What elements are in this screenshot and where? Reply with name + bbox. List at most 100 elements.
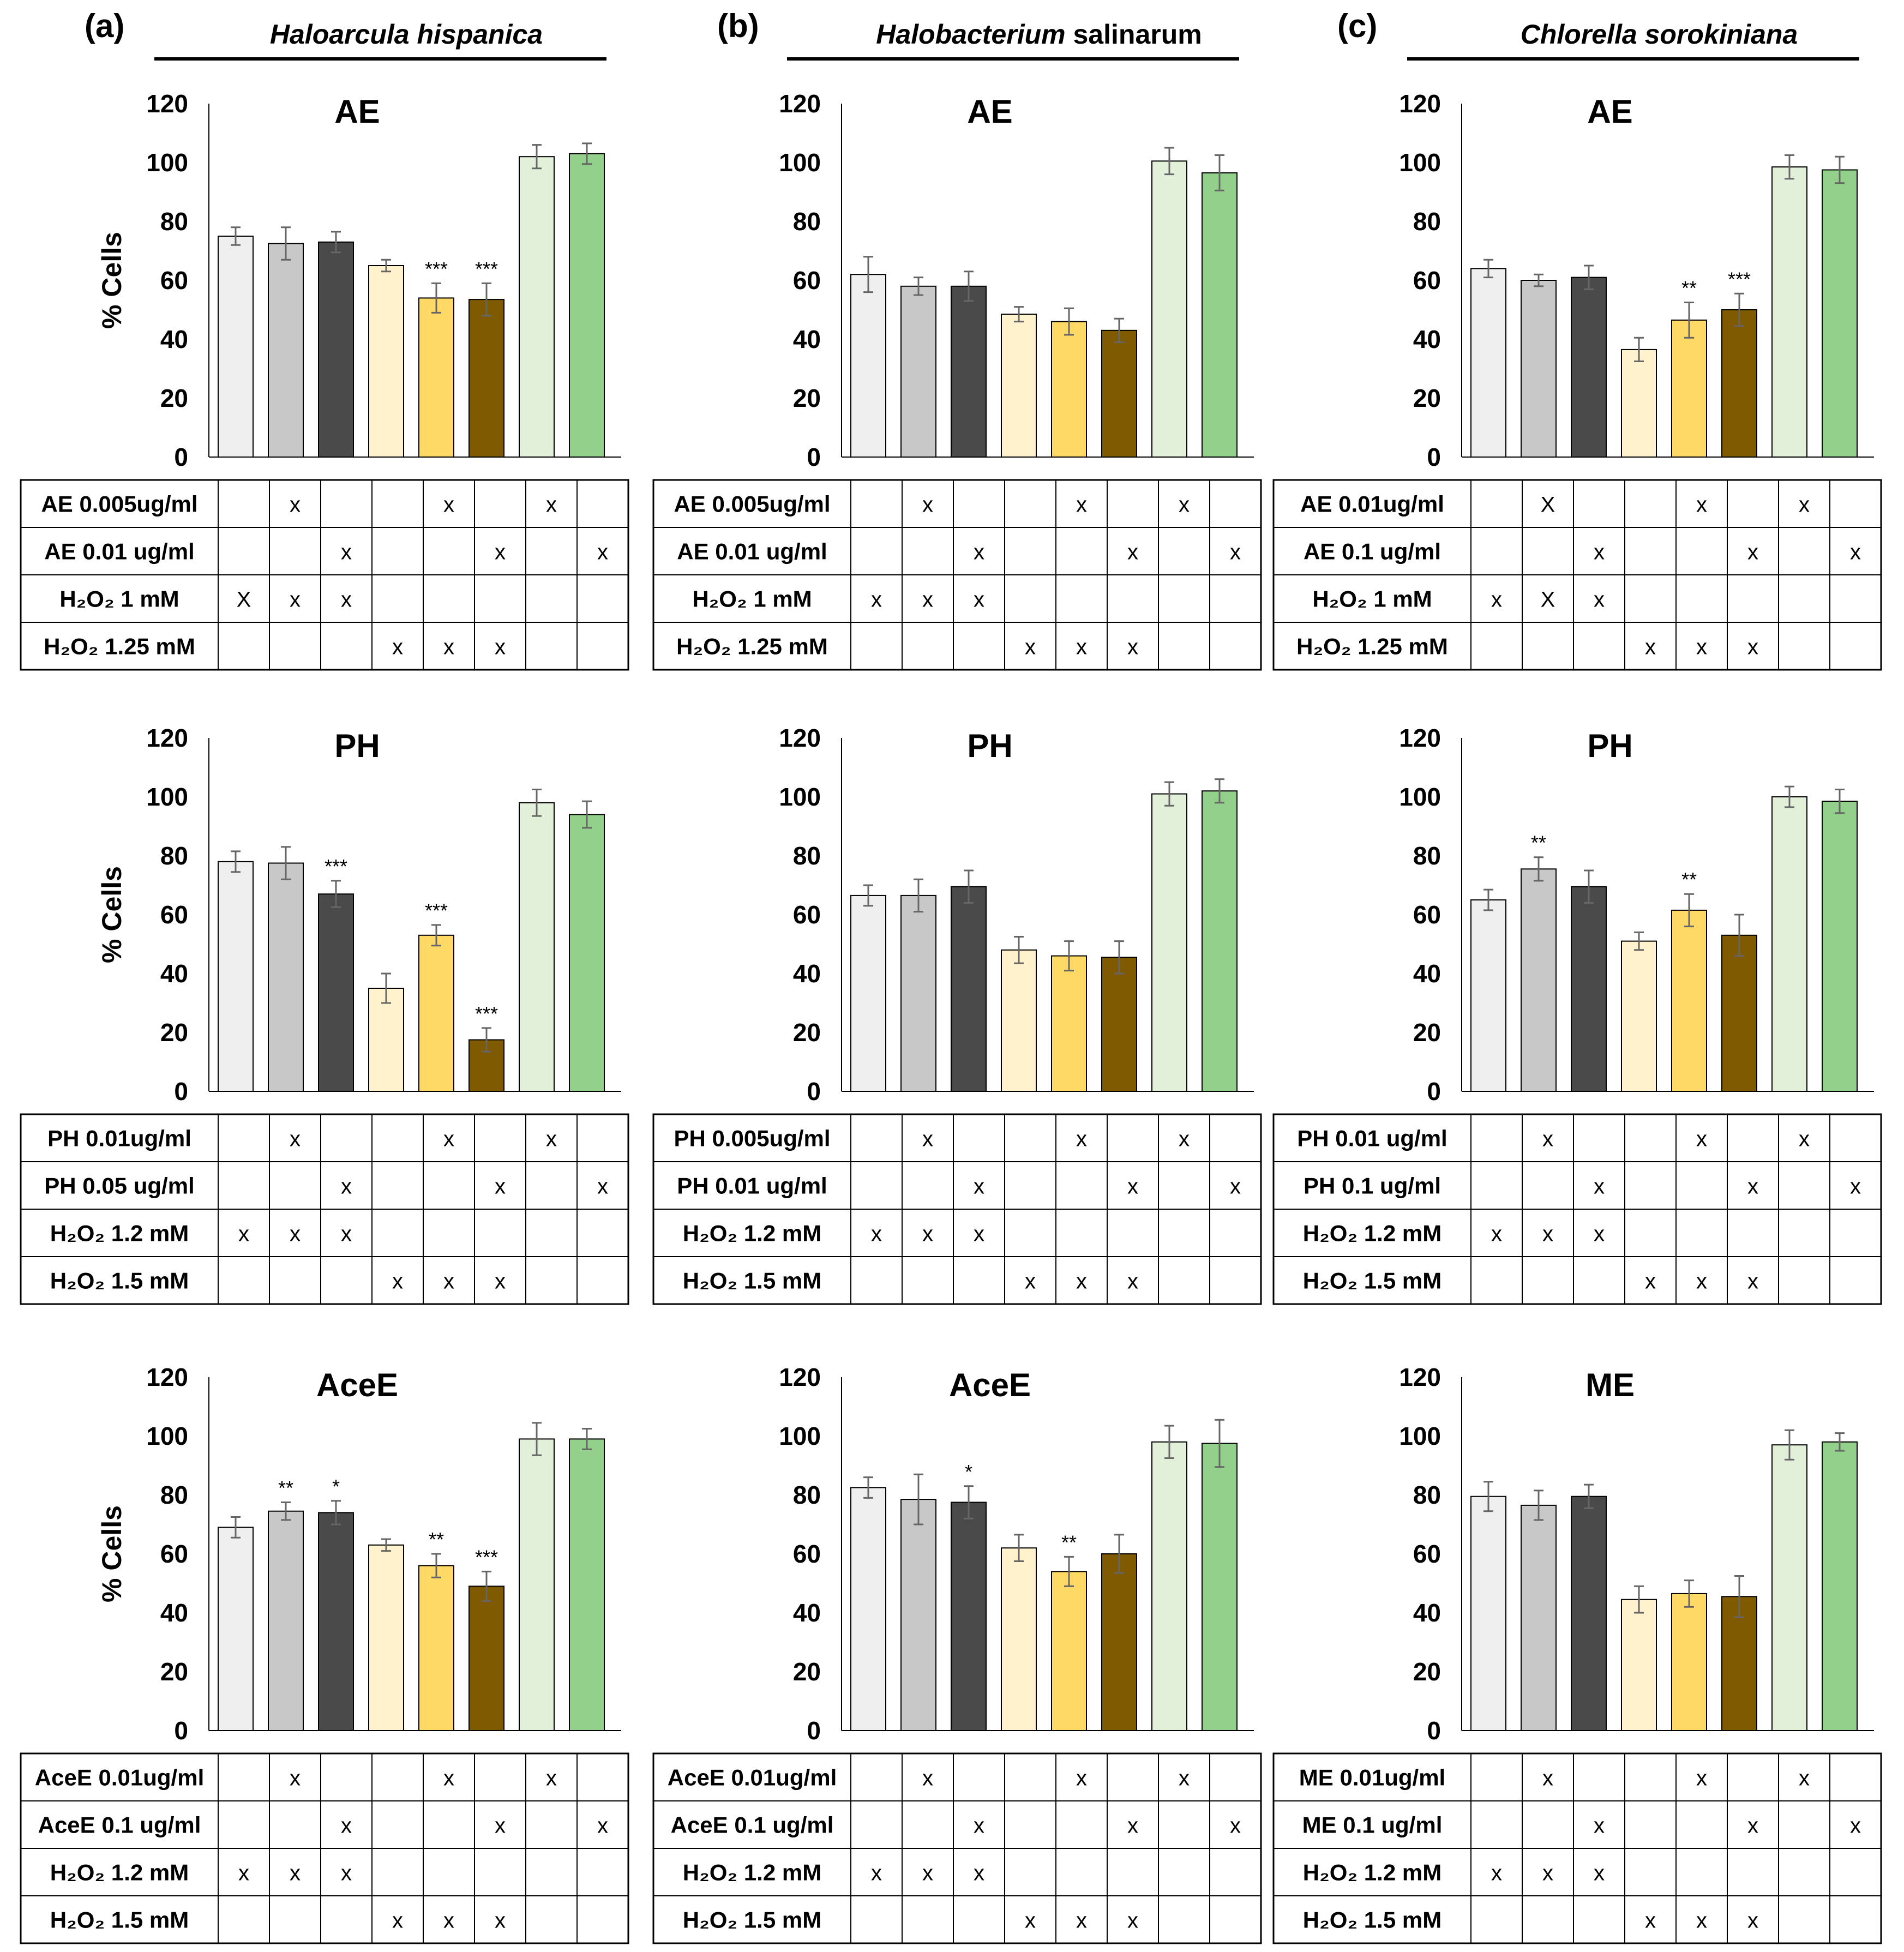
table-row-label: PH 0.1 ug/ml <box>1304 1173 1441 1199</box>
bar <box>218 236 254 458</box>
table-row-label: H₂O₂ 1.5 mM <box>683 1268 821 1294</box>
table-mark: x <box>1696 493 1707 517</box>
y-tick-label: 20 <box>793 384 821 412</box>
y-tick-label: 20 <box>793 1657 821 1686</box>
y-tick-label: 120 <box>146 89 188 118</box>
table-mark: x <box>871 588 882 612</box>
table-mark: x <box>443 493 454 517</box>
y-tick-label: 20 <box>160 384 188 412</box>
y-tick-label: 100 <box>779 1422 821 1450</box>
table-mark: x <box>1127 1909 1138 1933</box>
table-mark: x <box>1076 635 1087 659</box>
table-mark: x <box>1696 1127 1707 1151</box>
chart-title: AceE <box>316 1367 398 1403</box>
bar <box>318 1512 354 1731</box>
y-tick-label: 20 <box>160 1657 188 1686</box>
y-tick-label: 100 <box>779 783 821 811</box>
table-mark: x <box>495 1909 506 1933</box>
bar <box>318 893 354 1092</box>
bar <box>1621 349 1657 458</box>
bar <box>218 861 254 1092</box>
bar <box>418 1565 454 1732</box>
bar <box>1001 314 1037 458</box>
table-mark: x <box>1230 540 1241 564</box>
table-mark: x <box>1542 1861 1553 1885</box>
table-mark: x <box>1850 1814 1861 1838</box>
panel-label: (b) <box>717 8 759 44</box>
table-mark: x <box>1799 493 1810 517</box>
bar <box>1671 909 1707 1092</box>
table-row-label: H₂O₂ 1 mM <box>692 586 812 612</box>
table-mark: x <box>1594 588 1605 612</box>
table-mark: x <box>1179 1127 1190 1151</box>
table-mark: x <box>1850 1175 1861 1199</box>
bar <box>1571 277 1607 458</box>
significance-label: *** <box>475 1546 498 1568</box>
table-mark: x <box>1594 1814 1605 1838</box>
y-tick-label: 20 <box>1413 384 1441 412</box>
y-tick-label: 40 <box>793 1599 821 1627</box>
y-tick-label: 0 <box>807 443 821 471</box>
bar <box>1822 1441 1858 1732</box>
table-mark: x <box>1179 493 1190 517</box>
table-mark: X <box>1541 493 1555 517</box>
y-tick-label: 0 <box>807 1077 821 1106</box>
bar <box>1771 166 1807 458</box>
chart-panel: 0 20 40 60 80 100 120 % Cells PH *** *** *** PH 0.01… <box>20 724 629 1305</box>
table-mark: x <box>443 635 454 659</box>
y-tick-label: 40 <box>160 959 188 988</box>
bar <box>569 1438 605 1731</box>
y-tick-label: 100 <box>1399 783 1441 811</box>
bar <box>1051 1571 1087 1731</box>
table-mark: x <box>922 1767 933 1791</box>
y-tick-label: 100 <box>146 148 188 177</box>
table-mark: x <box>1025 1909 1036 1933</box>
table-mark: x <box>495 1814 506 1838</box>
table-mark: x <box>1076 493 1087 517</box>
table-mark: x <box>974 1222 984 1246</box>
bar <box>1101 957 1137 1092</box>
significance-label: ** <box>1531 832 1546 854</box>
y-tick-label: 80 <box>793 207 821 236</box>
y-tick-label: 0 <box>174 1077 188 1106</box>
y-tick-label: 40 <box>1413 959 1441 988</box>
table-mark: x <box>443 1127 454 1151</box>
table-mark: x <box>1025 635 1036 659</box>
y-tick-label: 80 <box>793 1481 821 1509</box>
table-mark: x <box>1696 1909 1707 1933</box>
y-tick-label: 120 <box>146 724 188 752</box>
table-row-label: AE 0.01 ug/ml <box>677 539 827 564</box>
bar <box>850 274 886 458</box>
table-mark: x <box>1542 1127 1553 1151</box>
y-tick-label: 40 <box>793 959 821 988</box>
significance-label: ** <box>1681 868 1697 891</box>
bar <box>1721 309 1757 458</box>
table-mark: x <box>1594 1175 1605 1199</box>
table-row-label: H₂O₂ 1.2 mM <box>1303 1221 1441 1246</box>
y-tick-label: 0 <box>807 1716 821 1745</box>
table-mark: x <box>922 493 933 517</box>
panel-label: (c) <box>1337 8 1377 44</box>
table-mark: x <box>1594 540 1605 564</box>
bar <box>850 894 886 1092</box>
table-mark: x <box>495 1270 506 1294</box>
table-mark: x <box>597 1814 608 1838</box>
table-mark: X <box>1541 588 1555 612</box>
bar <box>1001 1547 1037 1731</box>
table-row-label: AE 0.005ug/ml <box>674 491 830 517</box>
table-mark: x <box>1645 1270 1656 1294</box>
table-mark: x <box>341 588 352 612</box>
bar <box>469 1585 504 1731</box>
y-tick-label: 120 <box>146 1363 188 1391</box>
y-tick-label: 0 <box>174 1716 188 1745</box>
chart-title: AE <box>1587 93 1632 130</box>
bar <box>1202 172 1238 458</box>
significance-label: ** <box>1681 277 1697 299</box>
bar <box>1721 934 1757 1092</box>
table-mark: x <box>1850 540 1861 564</box>
